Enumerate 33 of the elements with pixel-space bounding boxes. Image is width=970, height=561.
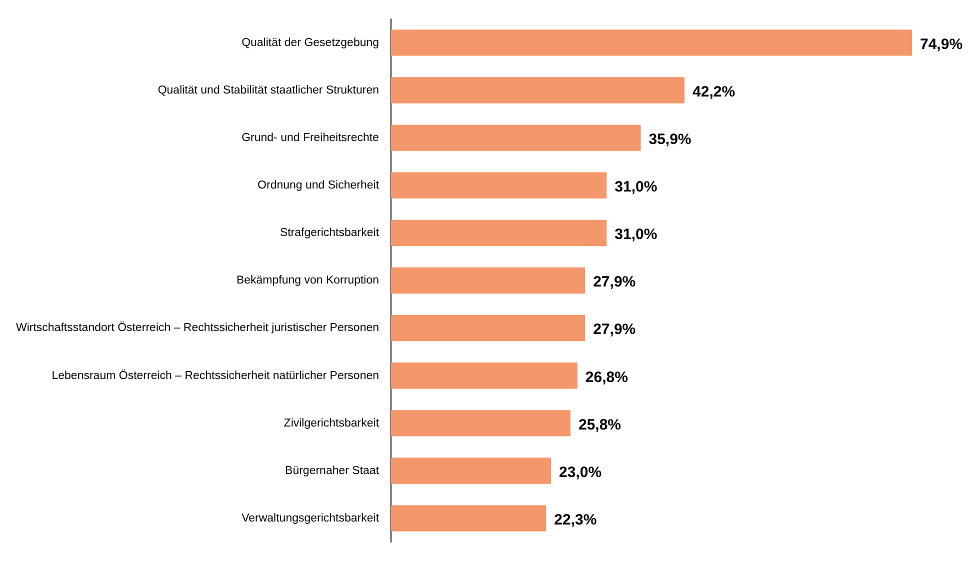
- y-tick-label: Zivilgerichtsbarkeit: [284, 417, 380, 430]
- bar: [391, 220, 607, 246]
- data-label: 25,8%: [578, 416, 622, 434]
- bar: [391, 30, 912, 56]
- y-tick-label: Grund- und Freiheitsrechte: [242, 132, 380, 144]
- y-tick-label: Bürgernaher Staat: [285, 464, 380, 477]
- data-label: 26,8%: [585, 368, 628, 386]
- y-tick-label: Bekämpfung von Korruption: [236, 274, 380, 287]
- y-tick-label: Wirtschaftsstandort Österreich – Rechtssicherheit juristischer Personen: [16, 321, 380, 334]
- bar: [391, 172, 607, 198]
- bar: [391, 267, 586, 294]
- y-tick-label: Lebensraum Österreich – Rechtssicherheit natürlicher Personen: [52, 368, 380, 382]
- bar: [391, 314, 586, 342]
- data-label: 35,9%: [648, 130, 692, 148]
- y-tick-label: Qualität der Gesetzgebung: [242, 36, 380, 49]
- data-label: 42,2%: [692, 83, 736, 100]
- y-tick-label: Verwaltungsgerichtsbarkeit: [242, 512, 380, 524]
- data-label: 23,0%: [559, 464, 602, 481]
- bar: [391, 410, 570, 436]
- bar: [391, 124, 641, 151]
- data-label: 22,3%: [554, 511, 597, 528]
- data-label: 31,0%: [614, 226, 658, 244]
- data-label: 31,0%: [614, 178, 658, 196]
- bar: [391, 77, 685, 104]
- bar: [391, 505, 546, 532]
- bar: [391, 362, 578, 389]
- y-tick-label: Qualität und Stabilität staatlicher Strukturen: [158, 84, 380, 96]
- data-label: 74,9%: [920, 36, 963, 53]
- y-tick-label: Strafgerichtsbarkeit: [280, 227, 380, 240]
- data-label: 27,9%: [593, 321, 636, 338]
- y-tick-label: Ordnung und Sicherheit: [258, 180, 380, 192]
- data-label: 27,9%: [593, 274, 636, 291]
- bar: [391, 458, 552, 484]
